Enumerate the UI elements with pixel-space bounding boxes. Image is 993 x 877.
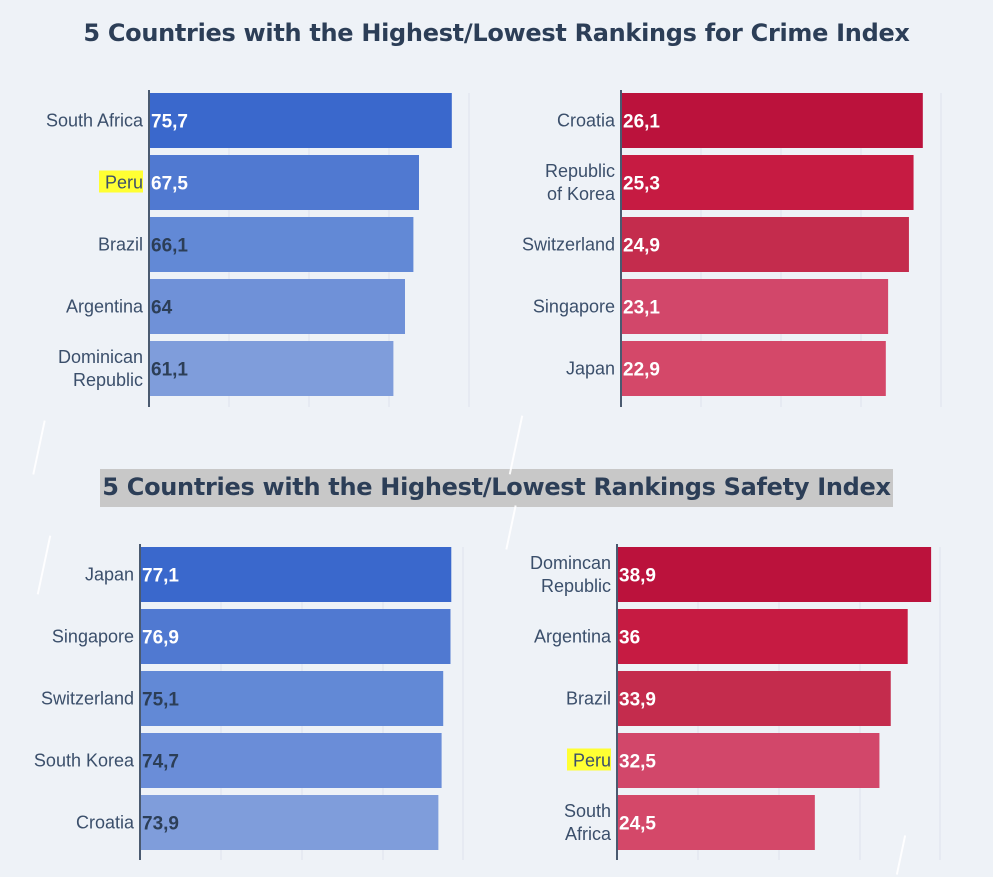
bar bbox=[140, 733, 442, 788]
data-label: 74,7 bbox=[142, 752, 179, 773]
category-label: Dominican Republic bbox=[58, 347, 143, 390]
category-label: Singapore bbox=[533, 297, 615, 317]
bar bbox=[617, 795, 815, 850]
bar bbox=[621, 341, 886, 396]
bar bbox=[617, 733, 880, 788]
data-label: 36 bbox=[619, 628, 640, 649]
category-label: Switzerland bbox=[522, 235, 615, 255]
category-label: Brazil bbox=[566, 689, 611, 709]
category-label: Switzerland bbox=[41, 689, 134, 709]
data-label: 77,1 bbox=[142, 566, 179, 587]
category-label: Peru bbox=[573, 751, 611, 771]
category-label: Peru bbox=[105, 173, 143, 193]
crime-lowest-chart: 26,1 Croatia 25,3 Republic of Korea 24,9 Switz… bbox=[522, 90, 942, 407]
crime-highest-chart: 75,7 South Africa 67,5 Peru 66,1 Brazil 64 Arge… bbox=[46, 90, 470, 407]
category-label: Japan bbox=[566, 359, 615, 379]
data-label: 33,9 bbox=[619, 690, 656, 711]
bar bbox=[149, 93, 452, 148]
data-label: 76,9 bbox=[142, 628, 179, 649]
data-label: 24,5 bbox=[619, 814, 656, 835]
category-label: Domincan Republic bbox=[530, 553, 611, 596]
category-label: South Africa bbox=[46, 111, 144, 131]
bar bbox=[621, 93, 923, 148]
category-label: Brazil bbox=[98, 235, 143, 255]
decorative-stroke bbox=[508, 415, 524, 475]
data-label: 75,1 bbox=[142, 690, 179, 711]
data-label: 23,1 bbox=[623, 298, 660, 319]
decorative-stroke bbox=[32, 420, 46, 475]
safety-index-title: 5 Countries with the Highest/Lowest Rank… bbox=[100, 469, 893, 507]
bar bbox=[140, 795, 439, 850]
category-label: Croatia bbox=[76, 813, 135, 833]
highlight-marker bbox=[99, 170, 143, 193]
category-label: South Korea bbox=[34, 751, 135, 771]
data-label: 25,3 bbox=[623, 174, 660, 195]
data-label: 66,1 bbox=[151, 236, 188, 257]
bar bbox=[617, 671, 891, 726]
bar bbox=[149, 155, 419, 210]
safety-highest-chart: 77,1 Japan 76,9 Singapore 75,1 Switzerland 74,… bbox=[34, 544, 464, 860]
bar bbox=[149, 217, 414, 272]
bar bbox=[140, 671, 444, 726]
bar bbox=[149, 279, 405, 334]
bar bbox=[621, 217, 909, 272]
category-label: Republic of Korea bbox=[545, 161, 616, 204]
data-label: 73,9 bbox=[142, 814, 179, 835]
bar bbox=[621, 279, 889, 334]
data-label: 75,7 bbox=[151, 112, 188, 133]
bar bbox=[621, 155, 914, 210]
category-label: South Africa bbox=[564, 801, 612, 844]
bar bbox=[140, 609, 451, 664]
category-label: Singapore bbox=[52, 627, 134, 647]
safety-lowest-chart: 38,9 Domincan Republic 36 Argentina 33,9 Brazi… bbox=[530, 544, 941, 860]
bar bbox=[149, 341, 394, 396]
highlight-marker bbox=[567, 748, 611, 771]
bar bbox=[140, 547, 452, 602]
data-label: 26,1 bbox=[623, 112, 660, 133]
category-label: Croatia bbox=[557, 111, 616, 131]
data-label: 32,5 bbox=[619, 752, 656, 773]
data-label: 64 bbox=[151, 298, 173, 319]
data-label: 61,1 bbox=[151, 360, 188, 381]
crime-index-title: 5 Countries with the Highest/Lowest Rank… bbox=[83, 19, 910, 47]
data-label: 67,5 bbox=[151, 174, 188, 195]
data-label: 22,9 bbox=[623, 360, 660, 381]
category-label: Argentina bbox=[534, 627, 612, 647]
bar bbox=[617, 609, 908, 664]
category-label: Argentina bbox=[66, 297, 144, 317]
bar bbox=[617, 547, 932, 602]
data-label: 24,9 bbox=[623, 236, 660, 257]
data-label: 38,9 bbox=[619, 566, 656, 587]
category-label: Japan bbox=[85, 565, 134, 585]
